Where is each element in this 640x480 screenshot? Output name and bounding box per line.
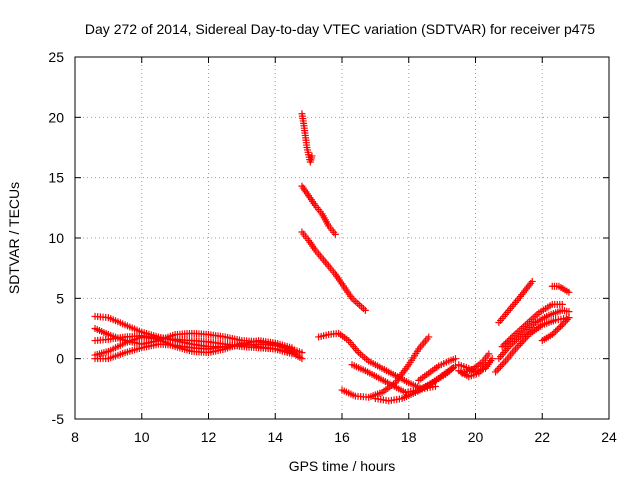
data-point	[493, 366, 501, 374]
x-tick-label: 14	[267, 429, 283, 445]
data-point	[298, 355, 306, 363]
y-tick-label: -5	[52, 411, 65, 427]
y-tick-label: 10	[48, 230, 64, 246]
data-point	[425, 333, 433, 341]
data-point	[451, 355, 459, 363]
data-point	[485, 350, 493, 358]
x-tick-label: 10	[134, 429, 150, 445]
series-sat-l	[371, 364, 456, 405]
series-sat-v	[548, 282, 573, 296]
grid	[75, 57, 609, 419]
y-tick-label: 5	[56, 290, 64, 306]
data-point	[502, 339, 510, 347]
x-tick-label: 22	[534, 429, 550, 445]
data-point	[557, 322, 565, 330]
data-point	[565, 314, 573, 322]
data-point	[492, 368, 500, 376]
data-point	[565, 308, 573, 316]
data-point	[507, 335, 515, 343]
y-tick-label: 20	[48, 109, 64, 125]
data-point	[495, 364, 503, 372]
x-tick-label: 18	[401, 429, 417, 445]
x-tick-label: 12	[201, 429, 217, 445]
data-point	[498, 361, 506, 369]
series-sat-q	[495, 277, 536, 326]
x-tick-label: 24	[601, 429, 617, 445]
data-point	[500, 341, 508, 349]
series-sat-d	[91, 332, 306, 363]
x-axis-label: GPS time / hours	[289, 458, 396, 474]
series-sat-p	[458, 350, 493, 377]
data-point	[548, 331, 556, 339]
series-sat-s	[495, 306, 573, 363]
data-point	[288, 344, 296, 352]
data-point	[361, 306, 369, 314]
series-sat-m	[415, 355, 459, 384]
series-sat-r	[498, 300, 566, 351]
y-tick-label: 25	[48, 49, 64, 65]
data-point	[497, 363, 505, 371]
data-point	[555, 324, 563, 332]
series-sat-f	[298, 110, 316, 166]
data-point	[558, 321, 566, 329]
data-point	[563, 315, 571, 323]
series-sat-u	[538, 314, 573, 345]
data-point	[550, 329, 558, 337]
y-tick-label: 0	[56, 351, 64, 367]
data-point	[298, 349, 306, 357]
x-tick-label: 16	[334, 429, 350, 445]
series-sat-o	[455, 355, 496, 376]
data-points	[91, 110, 573, 405]
data-point	[500, 359, 508, 367]
y-tick-label: 15	[48, 170, 64, 186]
chart-title: Day 272 of 2014, Sidereal Day-to-day VTE…	[85, 21, 595, 37]
y-axis-label: SDTVAR / TECUs	[6, 182, 22, 294]
series-sat-g	[298, 182, 339, 238]
data-point	[558, 300, 566, 308]
ticks: 8 10 12 14 16 18 20 22 24 -5 0 5 10 15 20 25	[48, 49, 617, 445]
series-sat-i	[315, 329, 439, 393]
data-point	[331, 230, 339, 238]
data-point	[552, 327, 560, 335]
data-point	[448, 364, 456, 372]
data-point	[565, 288, 573, 296]
data-point	[488, 355, 496, 363]
data-point	[503, 338, 511, 346]
data-point	[431, 382, 439, 390]
series-sat-h	[298, 228, 369, 314]
data-point	[505, 336, 513, 344]
data-point	[308, 152, 316, 160]
data-point	[523, 332, 531, 340]
data-point	[528, 277, 536, 285]
x-tick-label: 8	[71, 429, 79, 445]
x-tick-label: 20	[468, 429, 484, 445]
data-point	[553, 326, 561, 334]
data-point	[498, 343, 506, 351]
series-sat-e	[91, 337, 296, 363]
